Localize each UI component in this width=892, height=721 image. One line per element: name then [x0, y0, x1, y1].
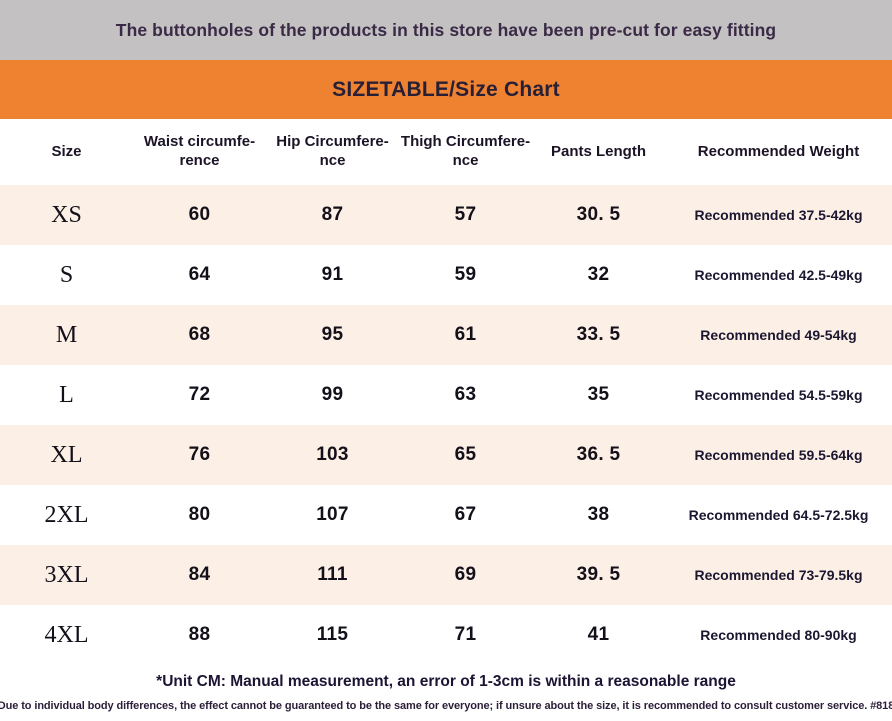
top-banner-text: The buttonholes of the products in this …: [115, 19, 777, 40]
size-chart-title-banner: SIZETABLE/Size Chart: [0, 60, 892, 119]
weight-cell: Recommended 42.5-49kg: [694, 267, 863, 283]
size-cell: M: [55, 321, 78, 348]
length-cell: 30. 5: [576, 204, 621, 225]
waist-cell: 72: [188, 384, 211, 405]
hip-cell: 87: [321, 204, 344, 225]
hip-cell: 103: [316, 444, 349, 465]
size-cell: S: [59, 261, 74, 288]
size-cell: XL: [50, 441, 83, 468]
weight-cell: Recommended 64.5-72.5kg: [688, 507, 869, 523]
header-cell-length: Pants Length: [550, 142, 646, 160]
table-header-row: Size Waist circumfe- rence Hip Circumfer…: [0, 119, 892, 185]
waist-cell: 88: [188, 624, 211, 645]
table-row: XL 76 103 65 36. 5 Recommended 59.5-64kg: [0, 425, 892, 485]
size-cell: 2XL: [44, 501, 89, 528]
table-row: 2XL 80 107 67 38 Recommended 64.5-72.5kg: [0, 485, 892, 545]
header-cell-waist: Waist circumfe- rence: [143, 133, 256, 169]
table-row: 4XL 88 115 71 41 Recommended 80-90kg: [0, 605, 892, 665]
hip-cell: 91: [321, 264, 344, 285]
bottom-notice-text: Due to individual body differences, the …: [0, 700, 892, 712]
size-cell: 3XL: [44, 561, 89, 588]
unit-footnote: *Unit CM: Manual measurement, an error o…: [0, 667, 892, 696]
header-cell-hip: Hip Circumfere- nce: [276, 133, 389, 169]
waist-cell: 68: [188, 324, 211, 345]
hip-cell: 95: [321, 324, 344, 345]
hip-cell: 111: [317, 564, 348, 585]
weight-cell: Recommended 73-79.5kg: [694, 567, 863, 583]
weight-cell: Recommended 37.5-42kg: [694, 207, 863, 223]
length-cell: 33. 5: [576, 324, 621, 345]
length-cell: 39. 5: [576, 564, 621, 585]
thigh-cell: 61: [454, 324, 477, 345]
size-cell: L: [59, 381, 74, 408]
size-chart-title: SIZETABLE/Size Chart: [332, 77, 560, 101]
hip-cell: 107: [316, 504, 349, 525]
size-table: Size Waist circumfe- rence Hip Circumfer…: [0, 119, 892, 665]
waist-cell: 64: [188, 264, 211, 285]
header-cell-size: Size: [51, 142, 82, 160]
unit-footnote-text: *Unit CM: Manual measurement, an error o…: [156, 672, 736, 690]
hip-cell: 99: [321, 384, 344, 405]
weight-cell: Recommended 59.5-64kg: [694, 447, 863, 463]
size-cell: 4XL: [44, 621, 89, 648]
table-row: M 68 95 61 33. 5 Recommended 49-54kg: [0, 305, 892, 365]
length-cell: 35: [587, 384, 610, 405]
weight-cell: Recommended 80-90kg: [700, 627, 857, 643]
thigh-cell: 69: [454, 564, 477, 585]
hip-cell: 115: [316, 624, 349, 645]
waist-cell: 76: [188, 444, 211, 465]
header-cell-weight: Recommended Weight: [697, 142, 860, 160]
thigh-cell: 63: [454, 384, 477, 405]
size-cell: XS: [51, 201, 82, 228]
bottom-notice: Due to individual body differences, the …: [0, 696, 892, 716]
header-cell-thigh: Thigh Circumfere- nce: [400, 133, 531, 169]
waist-cell: 80: [188, 504, 211, 525]
waist-cell: 84: [188, 564, 211, 585]
waist-cell: 60: [188, 204, 211, 225]
thigh-cell: 67: [454, 504, 477, 525]
table-row: XS 60 87 57 30. 5 Recommended 37.5-42kg: [0, 185, 892, 245]
table-row: S 64 91 59 32 Recommended 42.5-49kg: [0, 245, 892, 305]
table-row: 3XL 84 111 69 39. 5 Recommended 73-79.5k…: [0, 545, 892, 605]
thigh-cell: 57: [454, 204, 477, 225]
weight-cell: Recommended 49-54kg: [700, 327, 857, 343]
length-cell: 36. 5: [576, 444, 621, 465]
length-cell: 32: [587, 264, 610, 285]
table-row: L 72 99 63 35 Recommended 54.5-59kg: [0, 365, 892, 425]
thigh-cell: 71: [454, 624, 477, 645]
top-banner: The buttonholes of the products in this …: [0, 0, 892, 60]
length-cell: 41: [587, 624, 610, 645]
thigh-cell: 59: [454, 264, 477, 285]
length-cell: 38: [587, 504, 610, 525]
weight-cell: Recommended 54.5-59kg: [694, 387, 863, 403]
thigh-cell: 65: [454, 444, 477, 465]
